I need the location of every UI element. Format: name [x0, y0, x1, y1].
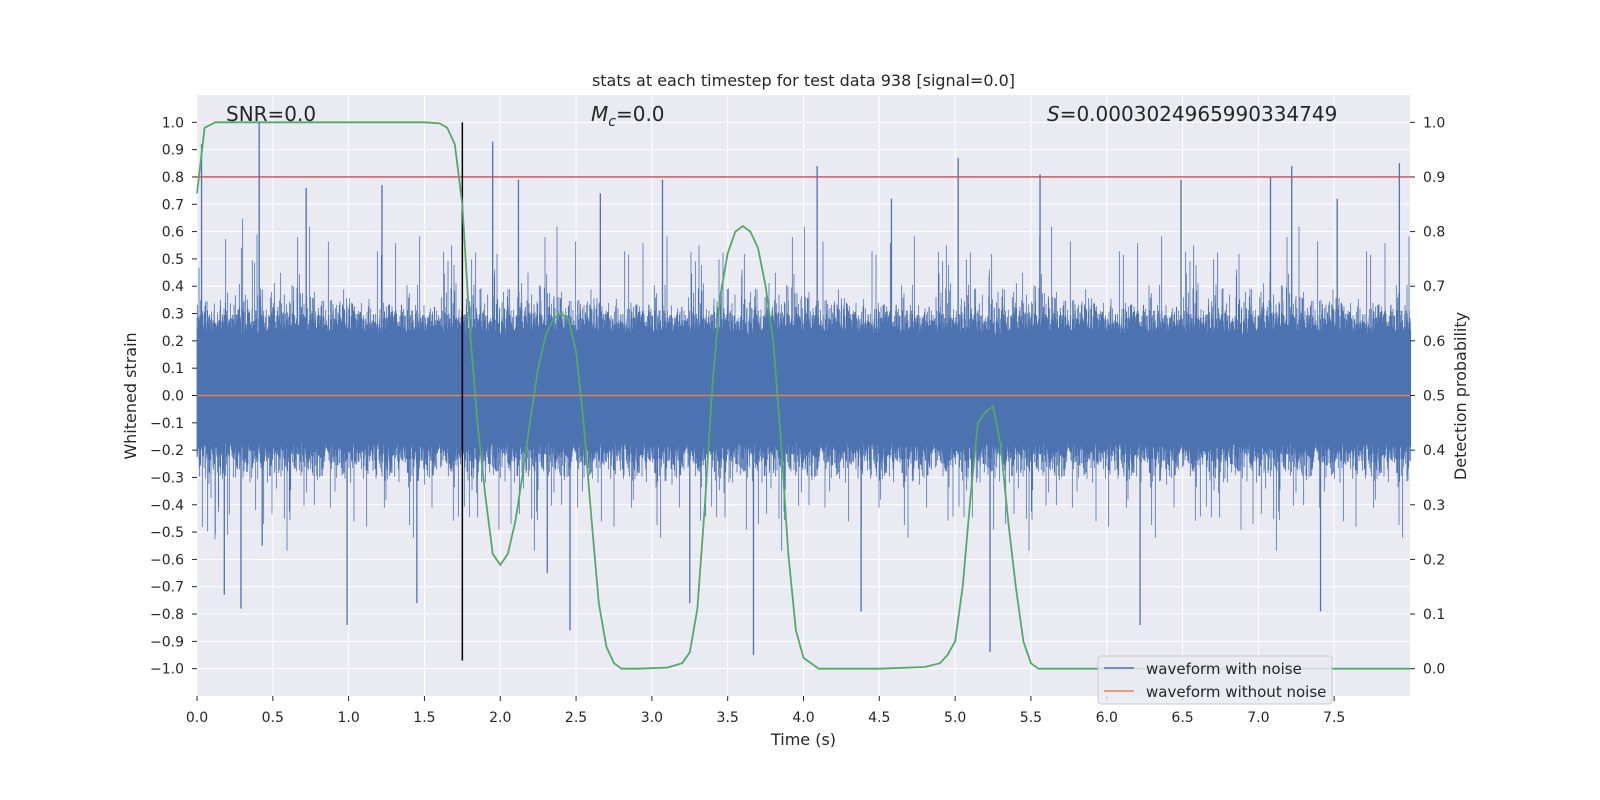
y-tick-label: 0.1: [162, 361, 184, 377]
y-tick-labels: 1.0 0.9 0.8 0.7 0.6 0.5 0.4 0.3 0.2 0.1 0.0 −0.1 −0.…: [150, 115, 197, 678]
x-tick-label: 7.5: [1323, 710, 1345, 726]
s-annotation: S=0.0003024965990334749: [1047, 102, 1337, 126]
legend-label-waveform-without-noise: waveform without noise: [1146, 683, 1326, 701]
y2-tick-label: 0.4: [1423, 443, 1445, 459]
x-axis-label: Time (s): [770, 730, 836, 749]
y-tick-label: −0.9: [150, 634, 184, 650]
x-tick-label: 2.0: [489, 710, 511, 726]
y2-tick-label: 1.0: [1423, 115, 1445, 131]
y2-tick-label: 0.0: [1423, 662, 1445, 678]
x-tick-label: 3.5: [717, 710, 739, 726]
x-tick-label: 4.5: [868, 710, 890, 726]
chirp-mass-subscript: c: [608, 114, 616, 130]
y-tick-label: 1.0: [162, 115, 184, 131]
legend: waveform with noise waveform without noi…: [1097, 655, 1333, 705]
y2-tick-label: 0.6: [1423, 334, 1445, 350]
detection-probability-line: [196, 121, 1410, 670]
y-tick-label: 0.3: [162, 307, 184, 323]
y-tick-label: −0.1: [150, 416, 184, 432]
y2-tick-label: 0.5: [1423, 389, 1445, 405]
x-tick-label: 5.0: [944, 710, 966, 726]
s-value: =0.0003024965990334749: [1060, 102, 1338, 126]
y-tick-label: 0.9: [162, 143, 184, 159]
y-tick-label: −0.6: [150, 552, 184, 568]
x-tick-label: 4.0: [792, 710, 814, 726]
y-tick-label: 0.4: [162, 279, 184, 295]
y-tick-label: 0.8: [162, 170, 184, 186]
y2-tick-label: 0.1: [1423, 607, 1445, 623]
chart-title: stats at each timestep for test data 938…: [592, 71, 1015, 90]
chirp-mass-symbol: M: [591, 102, 608, 126]
x-tick-label: 7.0: [1247, 710, 1269, 726]
y2-axis-label: Detection probability: [1451, 312, 1470, 480]
chirp-mass-value: =0.0: [616, 102, 665, 126]
x-tick-label: 3.0: [641, 710, 663, 726]
y2-tick-label: 0.7: [1423, 279, 1445, 295]
y-tick-label: 0.6: [162, 225, 184, 241]
x-tick-label: 0.5: [262, 710, 284, 726]
y-tick-label: −0.8: [150, 607, 184, 623]
snr-annotation: SNR=0.0: [226, 102, 316, 126]
x-tick-label: 6.5: [1171, 710, 1193, 726]
y-axis-label: Whitened strain: [121, 332, 140, 459]
y-tick-label: −0.4: [150, 498, 184, 514]
x-tick-label: 1.0: [337, 710, 359, 726]
y-tick-label: 0.7: [162, 197, 184, 213]
s-symbol: S: [1047, 102, 1060, 126]
legend-box: [1097, 655, 1333, 705]
y-tick-label: −0.5: [150, 525, 184, 541]
overlay-lines: [196, 121, 1410, 670]
legend-label-waveform-with-noise: waveform with noise: [1146, 660, 1302, 678]
x-tick-labels: 0.0 0.5 1.0 1.5 2.0 2.5 3.0 3.5 4.0 4.5 5.0 5.5 6.0 6…: [186, 696, 1345, 726]
y2-tick-label: 0.2: [1423, 552, 1445, 568]
y-tick-label: 0.5: [162, 252, 184, 268]
series-waveform-with-noise: [196, 122, 1412, 656]
y-tick-label: 0.2: [162, 334, 184, 350]
x-tick-label: 6.0: [1096, 710, 1118, 726]
y-tick-label: −0.3: [150, 470, 184, 486]
noise-core-band: [197, 335, 1410, 442]
x-tick-label: 0.0: [186, 710, 208, 726]
y-tick-label: −0.2: [150, 443, 184, 459]
x-tick-label: 5.5: [1020, 710, 1042, 726]
x-tick-label: 1.5: [413, 710, 435, 726]
y-tick-label: −0.7: [150, 580, 184, 596]
y2-tick-label: 0.8: [1423, 225, 1445, 241]
y-tick-label: −1.0: [150, 662, 184, 678]
x-tick-label: 2.5: [565, 710, 587, 726]
y-tick-label: 0.0: [162, 389, 184, 405]
y2-tick-label: 0.9: [1423, 170, 1445, 186]
chirp-mass-annotation: Mc=0.0: [591, 102, 665, 130]
y2-tick-label: 0.3: [1423, 498, 1445, 514]
y2-tick-labels: 1.0 0.9 0.8 0.7 0.6 0.5 0.4 0.3 0.2 0.1 0.0: [1410, 115, 1445, 678]
